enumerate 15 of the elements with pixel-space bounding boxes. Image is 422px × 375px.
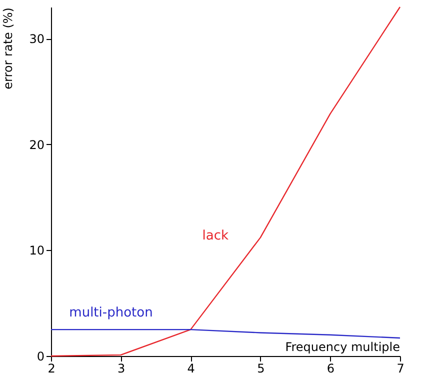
y-tick-label: 30 [29,32,44,46]
x-tick-label: 3 [117,362,126,375]
y-tick-label: 10 [29,244,44,258]
x-tick-label: 5 [257,362,265,375]
line-series [50,328,401,339]
y-tick-label: 0 [36,350,44,364]
y-tick-label: 20 [29,138,44,152]
x-tick-label: 6 [326,362,335,375]
x-tick-label: 7 [396,362,404,375]
series-label: lack [202,228,229,244]
x-tick-label: 2 [48,362,56,375]
y-axis-title: error rate (%) [1,8,16,90]
x-axis-title: Frequency multiple [285,340,400,354]
x-tick-label: 4 [187,362,195,375]
series-label: multi-photon [69,306,153,321]
